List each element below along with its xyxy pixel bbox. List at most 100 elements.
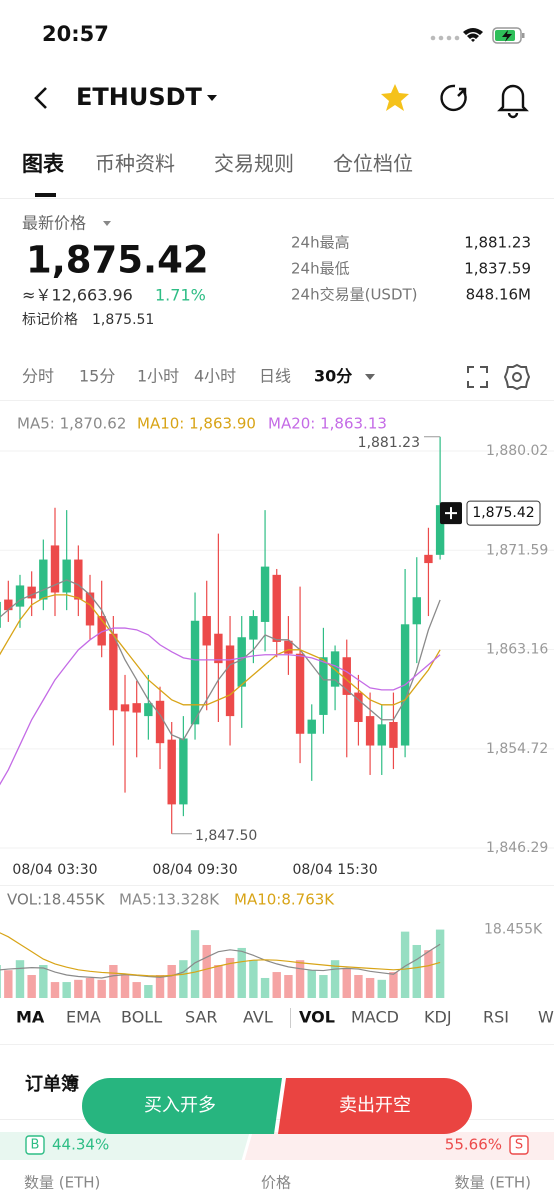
- volume-bar: [342, 967, 351, 998]
- interval[interactable]: 日线: [259, 367, 291, 386]
- indicator-tab[interactable]: BOLL: [121, 1008, 162, 1027]
- candle-body: [319, 657, 328, 715]
- refresh-icon[interactable]: [440, 84, 467, 112]
- candle-body: [27, 586, 36, 599]
- volume-bar: [330, 960, 340, 998]
- volume-bar: [272, 972, 281, 998]
- stat-label: 24h最高: [291, 234, 350, 252]
- indicator-tab[interactable]: SAR: [185, 1008, 218, 1027]
- symbol[interactable]: ETHUSDT: [76, 83, 203, 111]
- candle-body: [342, 657, 351, 695]
- indicator-tab[interactable]: MACD: [351, 1008, 399, 1027]
- candle-body: [202, 616, 211, 646]
- legend-entry: MA5:13.328K: [119, 891, 220, 909]
- candle-body: [62, 559, 71, 593]
- tab[interactable]: 图表: [22, 152, 65, 176]
- symbol-dropdown[interactable]: [207, 95, 217, 101]
- back-icon[interactable]: [34, 87, 47, 109]
- interval[interactable]: 4小时: [194, 367, 236, 386]
- kline-chart: 1,880.02 1,871.59 1,863.16 1,854.72 1,846.29…: [0, 415, 554, 998]
- candle-body: [74, 559, 83, 600]
- favorite-icon[interactable]: [381, 84, 409, 111]
- candle-body: [272, 574, 281, 642]
- divider: [0, 400, 554, 401]
- volume-bar: [284, 975, 293, 998]
- alert-icon[interactable]: [497, 84, 529, 119]
- last-price-box: [466, 500, 541, 526]
- stat-label: 24h交易量(USDT): [291, 286, 418, 304]
- settings-icon[interactable]: [503, 363, 531, 391]
- candle-body: [237, 637, 246, 687]
- candle-body: [214, 633, 223, 664]
- stat-value: 848.16M: [466, 286, 531, 304]
- buy-ratio: 44.34%: [52, 1136, 109, 1154]
- volume-bar: [377, 979, 386, 998]
- volume-bar: [39, 965, 48, 998]
- indicator-tab[interactable]: KDJ: [424, 1008, 452, 1027]
- volume-bar: [50, 982, 60, 998]
- tab[interactable]: 交易规则: [214, 152, 294, 176]
- tab[interactable]: 仓位档位: [333, 152, 413, 176]
- divider: [0, 1044, 554, 1045]
- price-label[interactable]: 最新价格: [22, 214, 86, 233]
- volume-bar: [260, 977, 270, 998]
- fiat-price: ≈￥12,663.96: [22, 286, 133, 305]
- volume-bar: [365, 977, 375, 998]
- indicator-tab[interactable]: VOL: [299, 1008, 335, 1027]
- divider: [0, 1119, 554, 1120]
- annotation: 1,847.50: [195, 828, 257, 844]
- legend-entry: MA5: 1,870.62: [17, 415, 126, 433]
- indicator-tab[interactable]: MA: [16, 1008, 45, 1027]
- status-icons: [430, 27, 525, 44]
- volume-bar: [15, 960, 25, 998]
- candle-body: [377, 724, 386, 746]
- mark-price: 1,875.51: [92, 312, 154, 328]
- candle-body: [412, 597, 421, 625]
- interval[interactable]: 15分: [79, 367, 115, 386]
- volume-bar: [424, 950, 433, 998]
- interval[interactable]: 分时: [22, 367, 54, 386]
- candle-body: [120, 704, 130, 712]
- candle-body: [295, 653, 305, 734]
- candle-body: [354, 692, 363, 722]
- y-tick-label: 1,871.59: [486, 542, 548, 558]
- fullscreen-icon[interactable]: [467, 366, 488, 388]
- indicator-tab[interactable]: AVL: [243, 1008, 273, 1027]
- ma-line: [0, 627, 441, 786]
- last-price: 1,875.42: [26, 239, 209, 282]
- crosshair-plus: [445, 507, 457, 520]
- interval[interactable]: 1小时: [137, 367, 179, 386]
- volume-bar: [249, 960, 258, 998]
- x-tick-label: 08/04 03:30: [12, 862, 97, 878]
- volume-bar: [109, 965, 118, 998]
- y-tick-label: 1,854.72: [486, 741, 548, 757]
- volume-bar: [120, 975, 130, 998]
- interval-active[interactable]: 30分: [314, 367, 352, 386]
- indicator-tab[interactable]: EMA: [66, 1008, 101, 1027]
- tab-indicator: [35, 193, 56, 197]
- order-book-title[interactable]: 订单簿: [25, 1073, 79, 1095]
- indicator-tab[interactable]: W: [538, 1008, 554, 1027]
- price-label-dropdown[interactable]: [103, 221, 111, 226]
- interval-dropdown[interactable]: [365, 374, 375, 380]
- sell-button[interactable]: [278, 1078, 472, 1134]
- y-tick-label: 1,863.16: [486, 641, 548, 657]
- buy-button[interactable]: [82, 1078, 282, 1134]
- tab[interactable]: 币种资料: [95, 152, 175, 176]
- volume-bar: [225, 957, 235, 998]
- legend-entry: MA10:8.763K: [234, 891, 335, 909]
- volume-bar: [412, 944, 421, 998]
- sell-ratio-bar: [244, 1132, 554, 1160]
- buy-badge: B: [31, 1138, 40, 1153]
- status-time: 20:57: [42, 22, 109, 46]
- x-tick-label: 08/04 09:30: [152, 862, 237, 878]
- indicator-tab[interactable]: RSI: [483, 1008, 509, 1027]
- volume-bar: [214, 965, 223, 998]
- buy-button-label[interactable]: 买入开多: [144, 1095, 216, 1116]
- volume-bar: [400, 931, 410, 998]
- sell-button-label[interactable]: 卖出开空: [339, 1095, 411, 1116]
- price-change: 1.71%: [155, 286, 206, 305]
- candle-body: [109, 633, 118, 711]
- volume-bar: [435, 929, 445, 998]
